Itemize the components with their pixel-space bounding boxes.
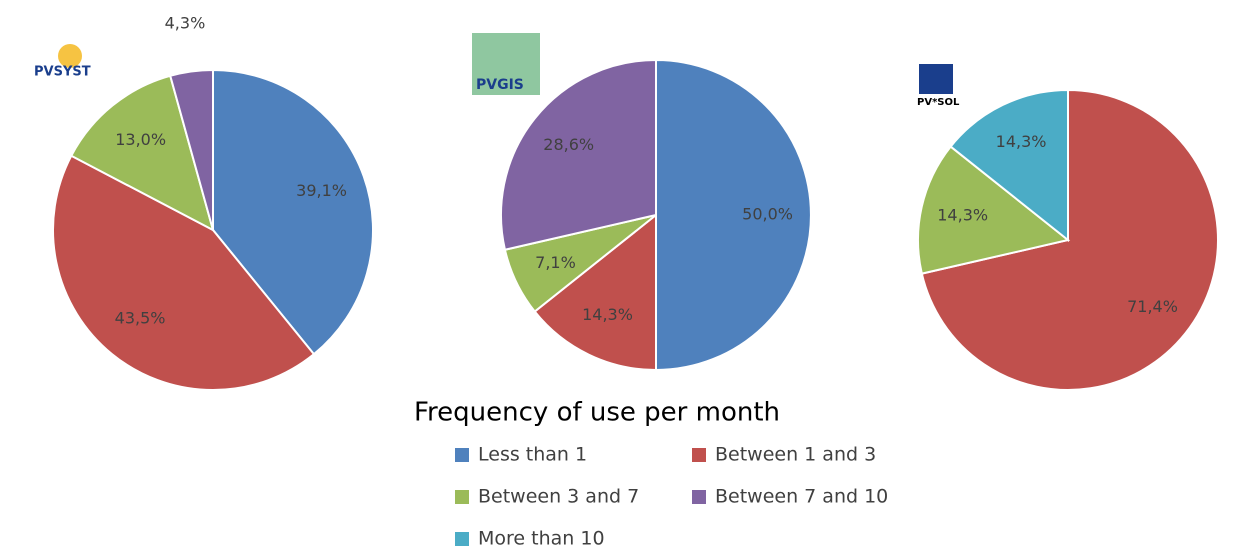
pie-slice bbox=[212, 68, 374, 356]
logo-mark bbox=[919, 64, 953, 94]
logo-text: PVGIS bbox=[476, 77, 524, 93]
logo-text: PV*SOL bbox=[917, 97, 960, 108]
data-label: 14,3% bbox=[996, 132, 1047, 151]
legend-swatch bbox=[455, 490, 469, 504]
data-label: 50,0% bbox=[742, 205, 793, 224]
data-label: 28,6% bbox=[543, 135, 594, 154]
pie-slice bbox=[69, 74, 215, 232]
data-label: 4,3% bbox=[165, 13, 206, 32]
pie-slice bbox=[533, 212, 657, 372]
legend-label: Between 3 and 7 bbox=[478, 486, 639, 508]
pie-slice bbox=[949, 88, 1069, 243]
logo-sun bbox=[58, 44, 82, 68]
legend-swatch bbox=[692, 490, 706, 504]
legend-label: Between 1 and 3 bbox=[715, 444, 876, 466]
legend-swatch bbox=[455, 532, 469, 546]
pie-slice bbox=[655, 58, 812, 372]
legend-swatch bbox=[692, 448, 706, 462]
legend-title: Frequency of use per month bbox=[414, 398, 780, 428]
data-label: 43,5% bbox=[115, 309, 166, 328]
legend-label: Less than 1 bbox=[478, 444, 587, 466]
pie-slice bbox=[169, 68, 214, 231]
legend-label: More than 10 bbox=[478, 528, 605, 550]
pie-slice bbox=[920, 88, 1219, 391]
pie-slice bbox=[917, 145, 1071, 275]
pie-slice bbox=[500, 58, 657, 251]
legend-swatch bbox=[455, 448, 469, 462]
data-label: 71,4% bbox=[1127, 297, 1178, 316]
data-label: 14,3% bbox=[582, 305, 633, 324]
logo-box bbox=[472, 33, 540, 95]
data-label: 39,1% bbox=[296, 181, 347, 200]
data-label: 14,3% bbox=[937, 206, 988, 225]
legend-label: Between 7 and 10 bbox=[715, 486, 888, 508]
logo-text: PVSYST bbox=[34, 65, 91, 80]
data-label: 13,0% bbox=[115, 130, 166, 149]
pie-slice bbox=[52, 154, 316, 391]
data-label: 7,1% bbox=[535, 253, 576, 272]
